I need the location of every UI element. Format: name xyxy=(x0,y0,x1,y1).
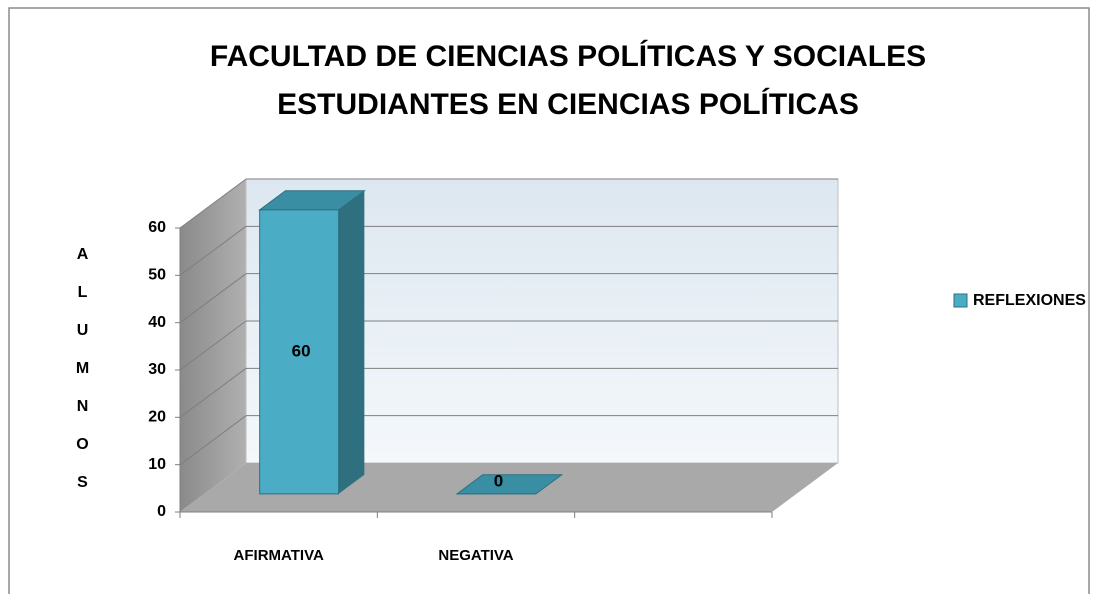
y-tick-label: 0 xyxy=(157,503,166,520)
grid-line xyxy=(179,178,247,229)
y-tick-label: 30 xyxy=(148,361,166,378)
chart-title: FACULTAD DE CIENCIAS POLÍTICAS Y SOCIALE… xyxy=(210,39,926,73)
y-axis-label: ALUMNOS xyxy=(74,246,91,512)
data-label: 60 xyxy=(292,341,311,360)
y-tick-label: 60 xyxy=(148,219,166,236)
chart-subtitle: ESTUDIANTES EN CIENCIAS POLÍTICAS xyxy=(277,87,859,121)
x-tick-label: AFIRMATIVA xyxy=(234,547,324,564)
y-tick-label: 50 xyxy=(148,267,166,284)
y-tick-label: 10 xyxy=(148,456,166,473)
x-tick-label: NEGATIVA xyxy=(438,547,513,564)
grid-line xyxy=(179,320,247,371)
grid-line xyxy=(179,367,247,418)
grid-line xyxy=(179,415,247,466)
legend-swatch xyxy=(953,293,968,308)
chart-border xyxy=(8,7,1090,594)
grid-line xyxy=(179,273,247,324)
bar xyxy=(259,209,340,495)
grid-line xyxy=(179,225,247,276)
legend-label: REFLEXIONES xyxy=(973,292,1086,309)
data-label: 0 xyxy=(494,471,503,490)
bar-side xyxy=(338,190,365,494)
y-tick-label: 40 xyxy=(148,314,166,331)
plot: 0 10 20 30 40 50 60 AFIRMATIVA 60 NEGATIVA 0 xyxy=(148,178,839,564)
y-tick-label: 20 xyxy=(148,409,166,426)
